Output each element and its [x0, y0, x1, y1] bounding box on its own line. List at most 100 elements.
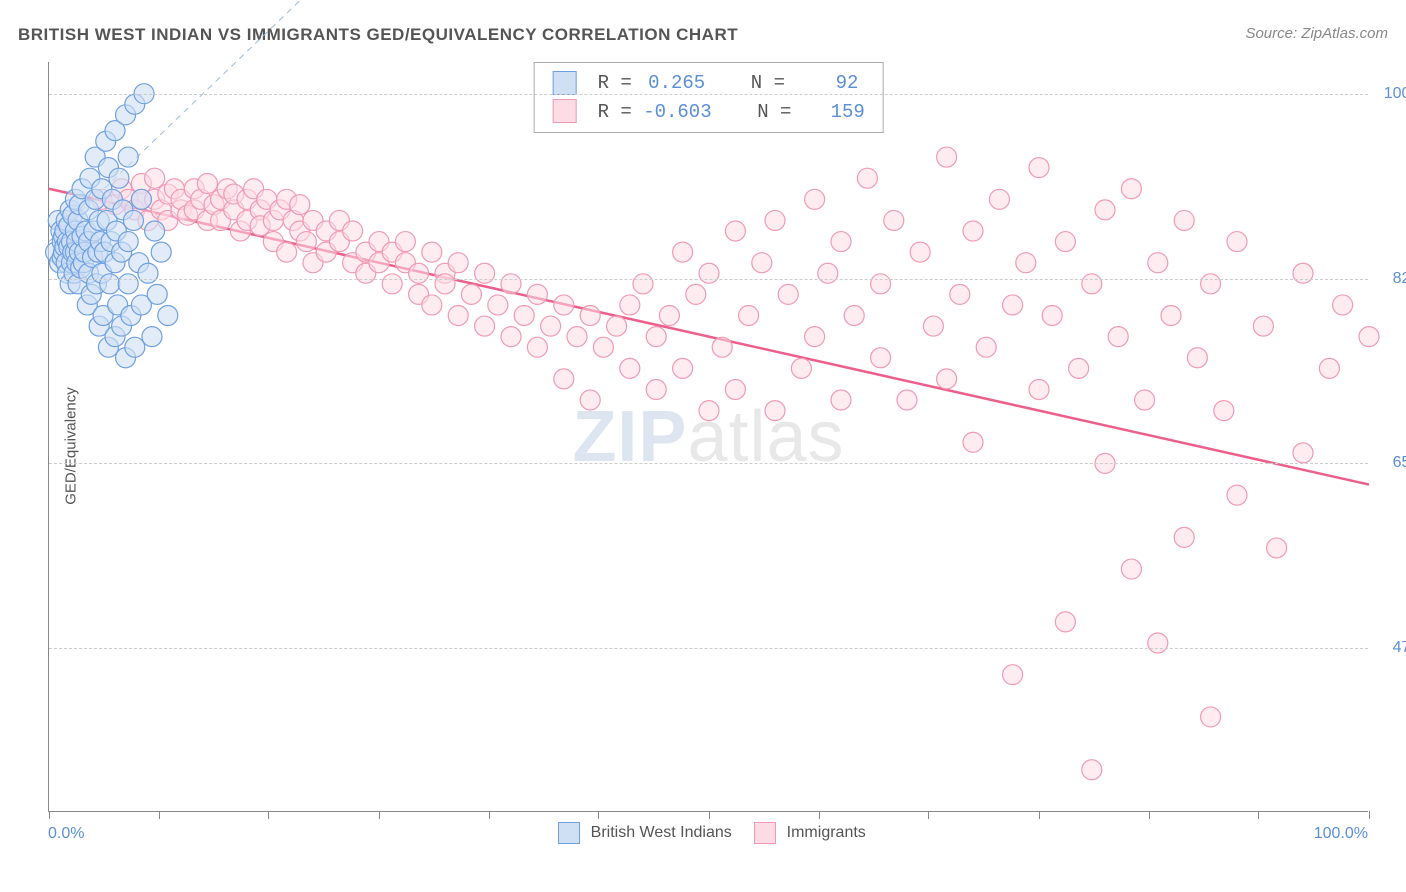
data-point-blue — [145, 221, 165, 241]
data-point-pink — [1293, 443, 1313, 463]
data-point-pink — [1161, 306, 1181, 326]
x-tick — [1369, 811, 1370, 819]
legend-label-pink: Immigrants — [787, 824, 866, 841]
data-point-pink — [1187, 348, 1207, 368]
data-point-pink — [831, 232, 851, 252]
data-point-blue — [138, 263, 158, 283]
data-point-pink — [1293, 263, 1313, 283]
data-point-blue — [125, 337, 145, 357]
data-point-pink — [923, 316, 943, 336]
data-point-pink — [1042, 306, 1062, 326]
data-point-pink — [910, 242, 930, 262]
data-point-pink — [1055, 612, 1075, 632]
x-tick — [1039, 811, 1040, 819]
data-point-pink — [712, 337, 732, 357]
stats-n-label-blue: N = — [751, 72, 785, 94]
data-point-pink — [277, 242, 297, 262]
data-point-pink — [765, 401, 785, 421]
data-point-pink — [633, 274, 653, 294]
data-point-blue — [147, 284, 167, 304]
data-point-blue — [131, 189, 151, 209]
data-point-pink — [1003, 295, 1023, 315]
data-point-pink — [1319, 358, 1339, 378]
data-point-blue — [118, 274, 138, 294]
data-point-pink — [1267, 538, 1287, 558]
data-point-pink — [739, 306, 759, 326]
x-tick — [1149, 811, 1150, 819]
data-point-pink — [395, 232, 415, 252]
data-point-pink — [752, 253, 772, 273]
data-point-pink — [937, 147, 957, 167]
data-point-pink — [884, 210, 904, 230]
data-point-pink — [422, 242, 442, 262]
data-point-blue — [123, 210, 143, 230]
x-tick — [49, 811, 50, 819]
gridline-h — [49, 463, 1368, 464]
data-point-pink — [1174, 527, 1194, 547]
gridline-h — [49, 648, 1368, 649]
data-point-pink — [1174, 210, 1194, 230]
x-tick — [819, 811, 820, 819]
gridline-h — [49, 94, 1368, 95]
x-tick — [928, 811, 929, 819]
data-point-blue — [109, 168, 129, 188]
data-point-pink — [765, 210, 785, 230]
data-point-pink — [699, 401, 719, 421]
data-point-pink — [461, 284, 481, 304]
data-point-pink — [409, 263, 429, 283]
data-point-pink — [844, 306, 864, 326]
data-point-blue — [151, 242, 171, 262]
data-point-pink — [197, 173, 217, 193]
data-point-pink — [673, 358, 693, 378]
data-point-pink — [541, 316, 561, 336]
data-point-pink — [1201, 274, 1221, 294]
data-point-pink — [1029, 379, 1049, 399]
data-point-pink — [501, 274, 521, 294]
data-point-pink — [699, 263, 719, 283]
data-point-pink — [1359, 327, 1379, 347]
data-point-pink — [1108, 327, 1128, 347]
data-point-pink — [1148, 253, 1168, 273]
data-point-pink — [1227, 232, 1247, 252]
data-point-pink — [805, 327, 825, 347]
data-point-pink — [527, 337, 547, 357]
data-point-pink — [1214, 401, 1234, 421]
chart-title: BRITISH WEST INDIAN VS IMMIGRANTS GED/EQ… — [18, 25, 738, 45]
data-svg — [49, 62, 1368, 811]
data-point-pink — [897, 390, 917, 410]
x-tick — [709, 811, 710, 819]
data-point-pink — [673, 242, 693, 262]
data-point-pink — [145, 168, 165, 188]
stats-r-value-pink: -0.603 — [643, 98, 711, 127]
data-point-pink — [1121, 559, 1141, 579]
x-tick — [268, 811, 269, 819]
y-tick-label: 47.5% — [1378, 639, 1406, 657]
y-tick-label: 82.5% — [1378, 270, 1406, 288]
data-point-pink — [382, 274, 402, 294]
data-point-pink — [343, 221, 363, 241]
data-point-pink — [1095, 200, 1115, 220]
data-point-pink — [950, 284, 970, 304]
data-point-pink — [554, 295, 574, 315]
data-point-blue — [118, 147, 138, 167]
data-point-pink — [1121, 179, 1141, 199]
data-point-pink — [937, 369, 957, 389]
data-point-pink — [963, 432, 983, 452]
data-point-pink — [475, 263, 495, 283]
data-point-pink — [857, 168, 877, 188]
data-point-pink — [514, 306, 534, 326]
data-point-pink — [567, 327, 587, 347]
source-attribution: Source: ZipAtlas.com — [1245, 25, 1388, 42]
series-legend: British West Indians Immigrants — [0, 822, 1406, 844]
y-tick-label: 100.0% — [1378, 85, 1406, 103]
data-point-pink — [422, 295, 442, 315]
data-point-pink — [725, 379, 745, 399]
x-tick — [489, 811, 490, 819]
data-point-pink — [607, 316, 627, 336]
stats-swatch-pink — [552, 99, 576, 123]
data-point-pink — [831, 390, 851, 410]
legend-label-blue: British West Indians — [591, 824, 732, 841]
data-point-pink — [1201, 707, 1221, 727]
data-point-pink — [1069, 358, 1089, 378]
data-point-blue — [118, 232, 138, 252]
